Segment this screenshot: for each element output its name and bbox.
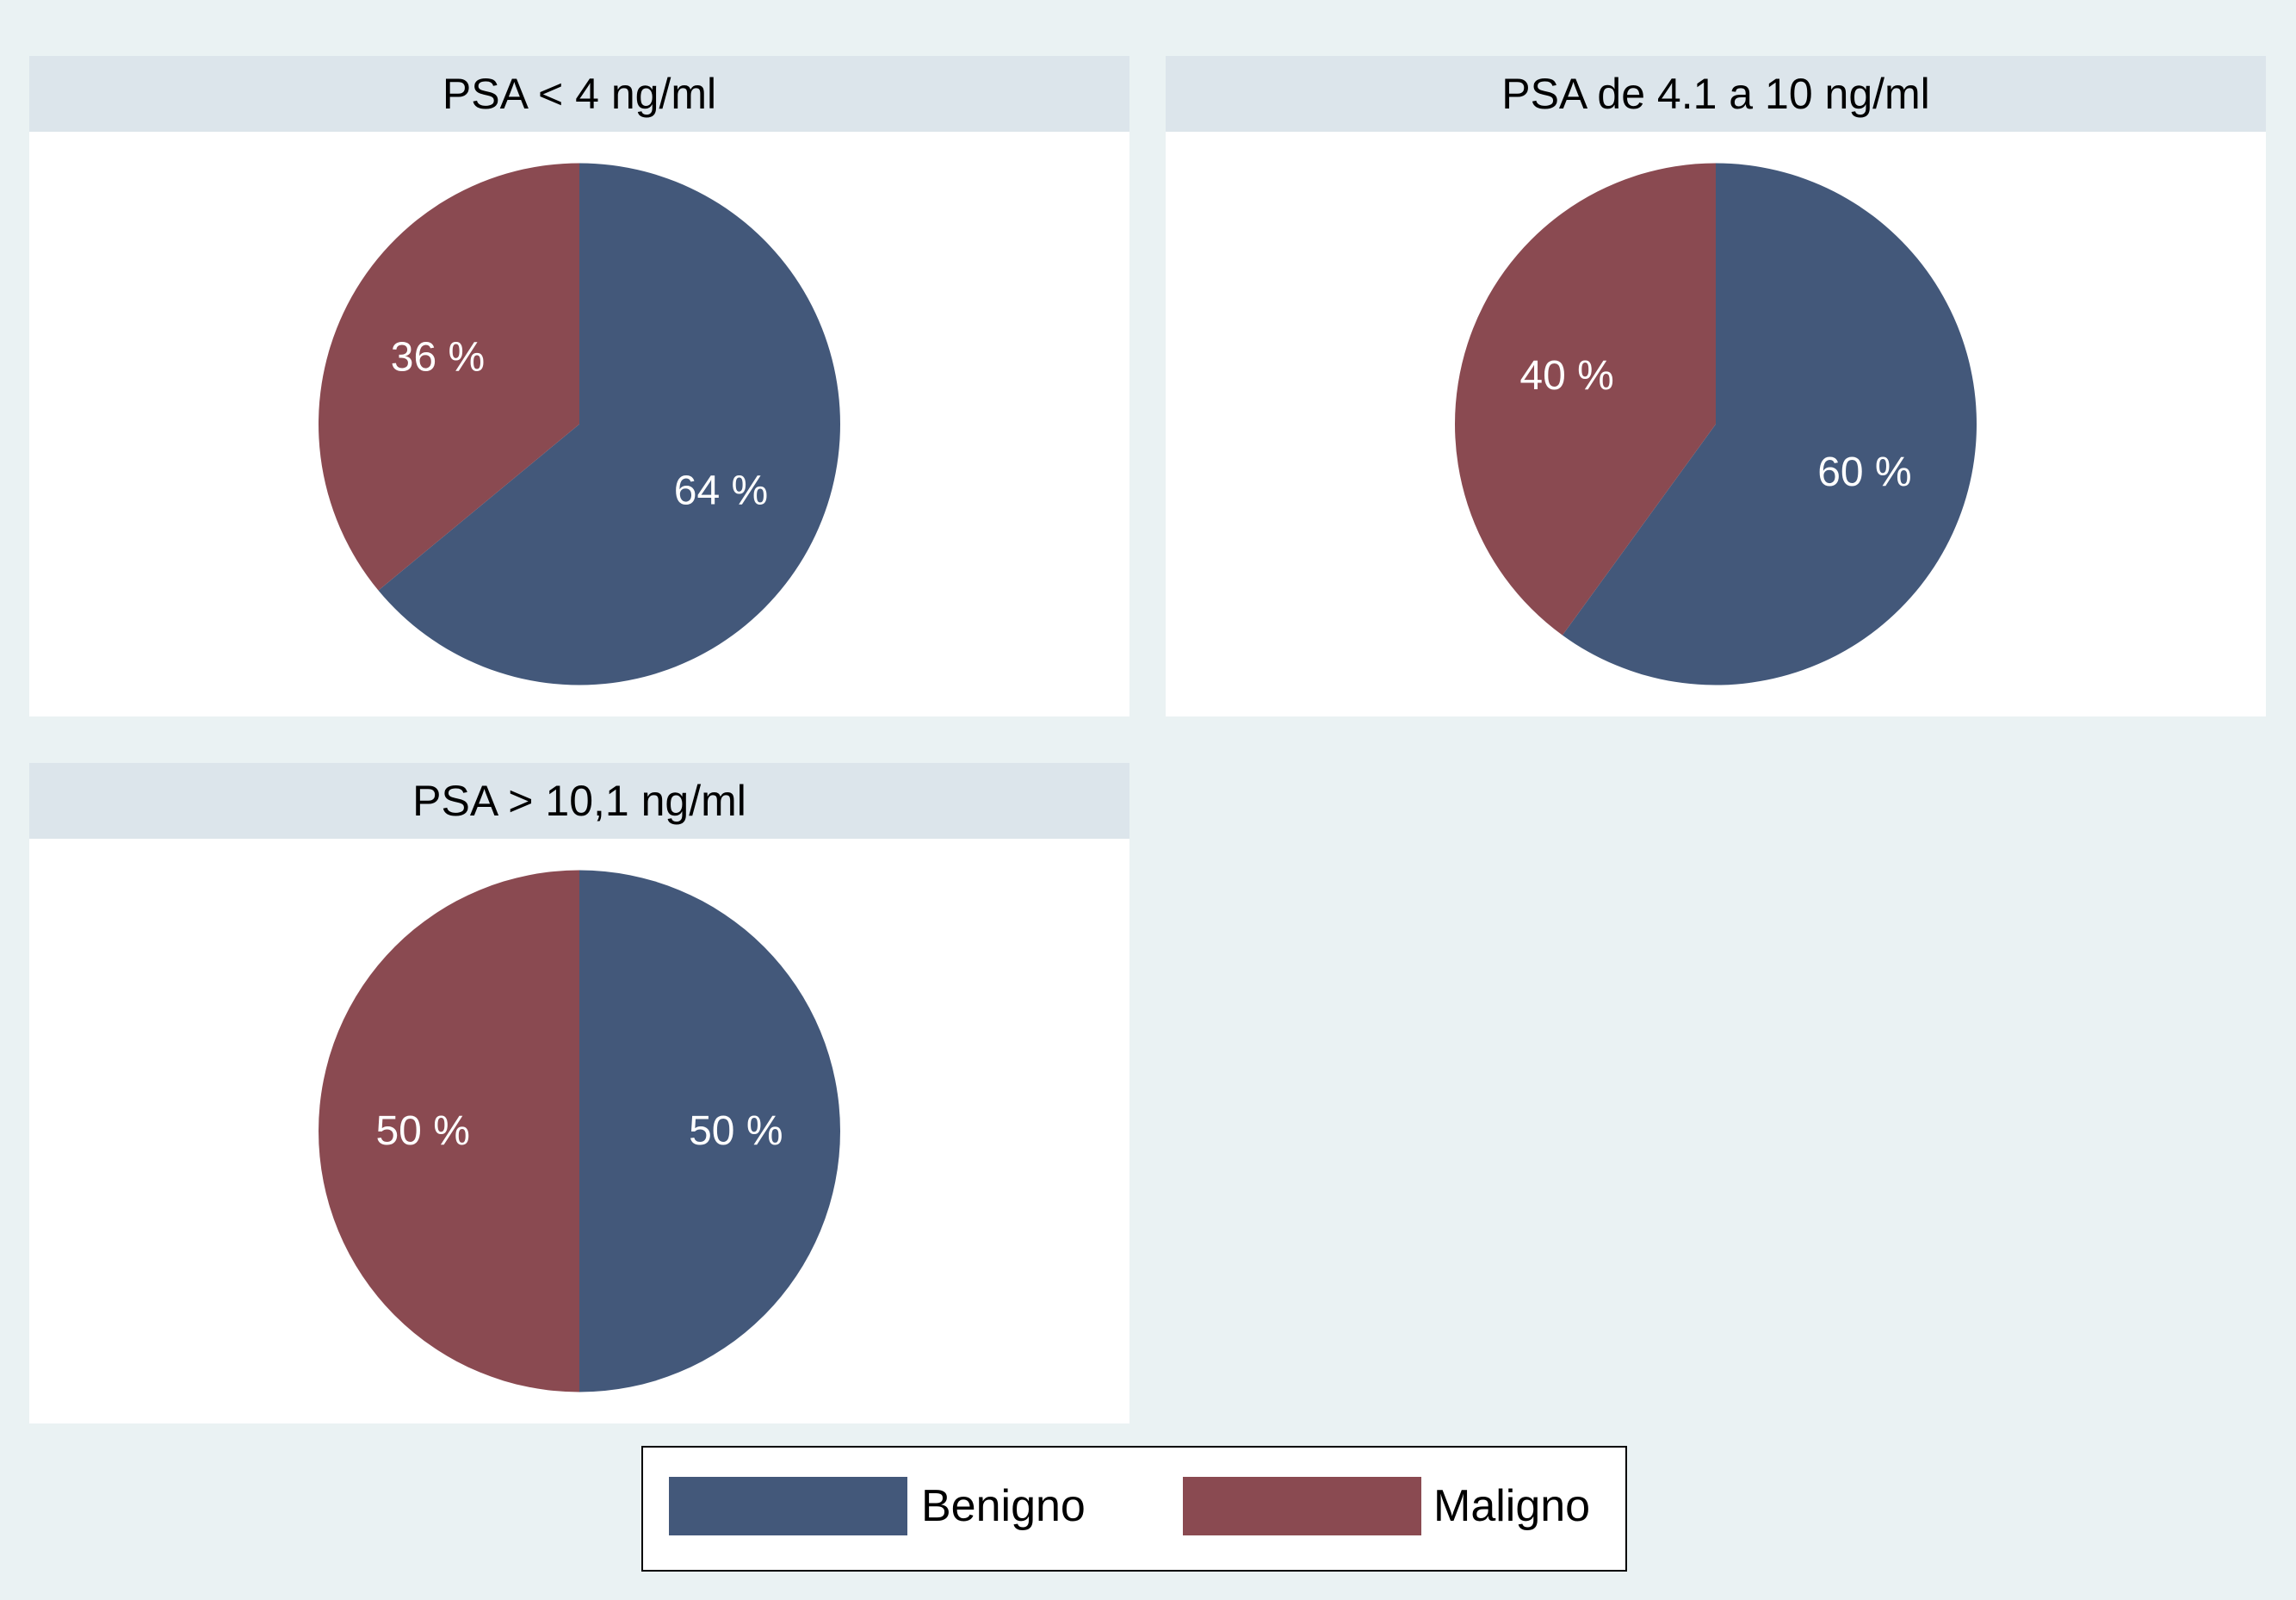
chart-title-3: PSA > 10,1 ng/ml — [412, 777, 746, 825]
chart-header-1: PSA < 4 ng/ml — [29, 56, 1129, 132]
slice-label-maligno: 50 % — [375, 1108, 469, 1154]
chart-panel-1: PSA < 4 ng/ml 64 % 36 % — [29, 56, 1129, 716]
chart-title-1: PSA < 4 ng/ml — [442, 70, 717, 118]
pie-slice-benigno — [1562, 163, 1977, 685]
chart-header-3: PSA > 10,1 ng/ml — [29, 763, 1129, 839]
pie-chart-3: 50 % 50 % — [319, 870, 841, 1392]
slice-label-maligno: 40 % — [1519, 353, 1613, 399]
slice-label-maligno: 36 % — [391, 335, 485, 381]
legend-swatch-benigno — [669, 1477, 907, 1535]
slice-label-benigno: 60 % — [1817, 450, 1911, 495]
chart-header-2: PSA de 4.1 a 10 ng/ml — [1166, 56, 2266, 132]
pie-slice-benigno — [579, 870, 841, 1392]
pie-chart-1: 64 % 36 % — [319, 163, 840, 685]
pie-slice-maligno — [1455, 163, 1716, 636]
legend-label-benigno: Benigno — [921, 1481, 1086, 1531]
chart-panel-2: PSA de 4.1 a 10 ng/ml 60 % 40 % — [1166, 56, 2266, 716]
pie-slice-benigno — [378, 163, 840, 685]
legend-swatch-maligno — [1183, 1477, 1421, 1535]
legend-label-maligno: Maligno — [1433, 1481, 1591, 1531]
slice-label-benigno: 64 % — [674, 468, 768, 513]
chart-panel-3: PSA > 10,1 ng/ml 50 % 50 % — [29, 763, 1129, 1423]
slice-label-benigno: 50 % — [689, 1108, 783, 1154]
pie-slice-maligno — [319, 163, 579, 591]
pie-chart-2: 60 % 40 % — [1455, 163, 1977, 685]
pie-slice-maligno — [319, 870, 579, 1392]
chart-title-2: PSA de 4.1 a 10 ng/ml — [1501, 70, 1930, 118]
legend: Benigno Maligno — [641, 1446, 1627, 1572]
